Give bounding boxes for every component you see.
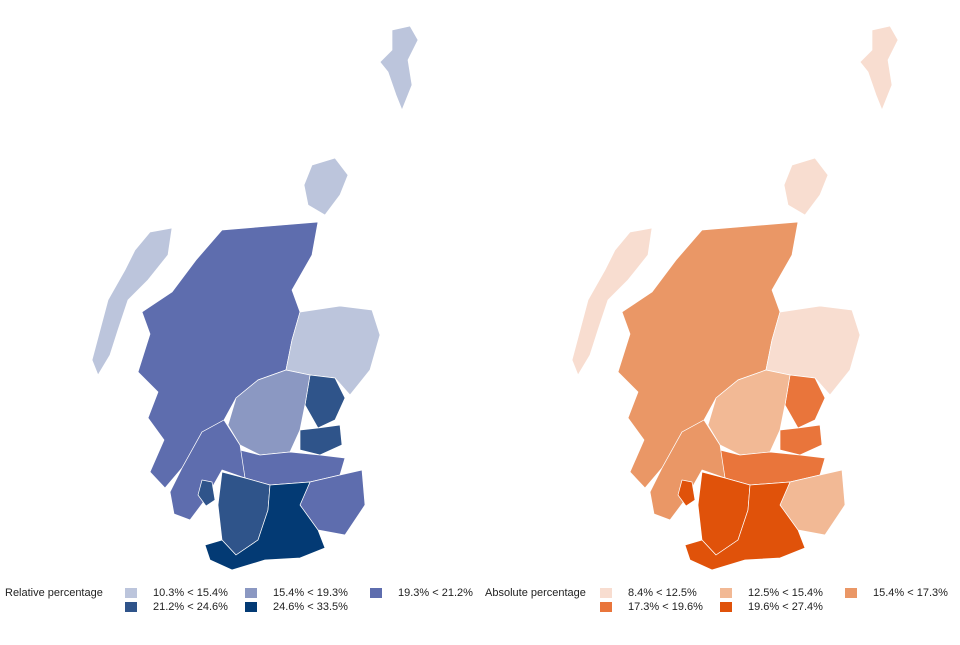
legend-label: 15.4% < 17.3%	[873, 587, 948, 599]
legend-label: 15.4% < 19.3%	[273, 587, 348, 599]
region-arran	[197, 479, 216, 507]
region-arran	[677, 479, 696, 507]
region-fife	[299, 424, 343, 456]
region-aberdeenshire	[765, 305, 861, 396]
legend-label: 8.4% < 12.5%	[628, 587, 697, 599]
region-orkney	[303, 157, 349, 216]
legend-swatch	[720, 588, 732, 598]
region-argyll	[169, 419, 246, 521]
legend-swatch	[600, 602, 612, 612]
legend-swatch	[845, 588, 857, 598]
legend-swatch	[600, 588, 612, 598]
legend-label: 19.3% < 21.2%	[398, 587, 473, 599]
legend-swatch	[245, 602, 257, 612]
map	[91, 25, 419, 571]
legend-title: Relative percentage	[5, 587, 103, 599]
legend-swatch	[125, 602, 137, 612]
legend-title: Absolute percentage	[485, 587, 586, 599]
region-shetland	[859, 25, 899, 111]
legend-label: 19.6% < 27.4%	[748, 601, 823, 613]
legend-swatch	[720, 602, 732, 612]
legend-label: 21.2% < 24.6%	[153, 601, 228, 613]
region-shetland	[379, 25, 419, 111]
region-orkney	[783, 157, 829, 216]
region-argyll	[649, 419, 726, 521]
legend-label: 10.3% < 15.4%	[153, 587, 228, 599]
legend-swatch	[370, 588, 382, 598]
legend-swatch	[245, 588, 257, 598]
region-dumfries-galloway	[684, 481, 806, 571]
region-dumfries-galloway	[204, 481, 326, 571]
region-fife	[779, 424, 823, 456]
region-aberdeenshire	[285, 305, 381, 396]
region-western-isles	[571, 227, 653, 376]
legend-label: 17.3% < 19.6%	[628, 601, 703, 613]
legend-label: 24.6% < 33.5%	[273, 601, 348, 613]
legend-label: 12.5% < 15.4%	[748, 587, 823, 599]
region-western-isles	[91, 227, 173, 376]
map	[571, 25, 899, 571]
legend-swatch	[125, 588, 137, 598]
